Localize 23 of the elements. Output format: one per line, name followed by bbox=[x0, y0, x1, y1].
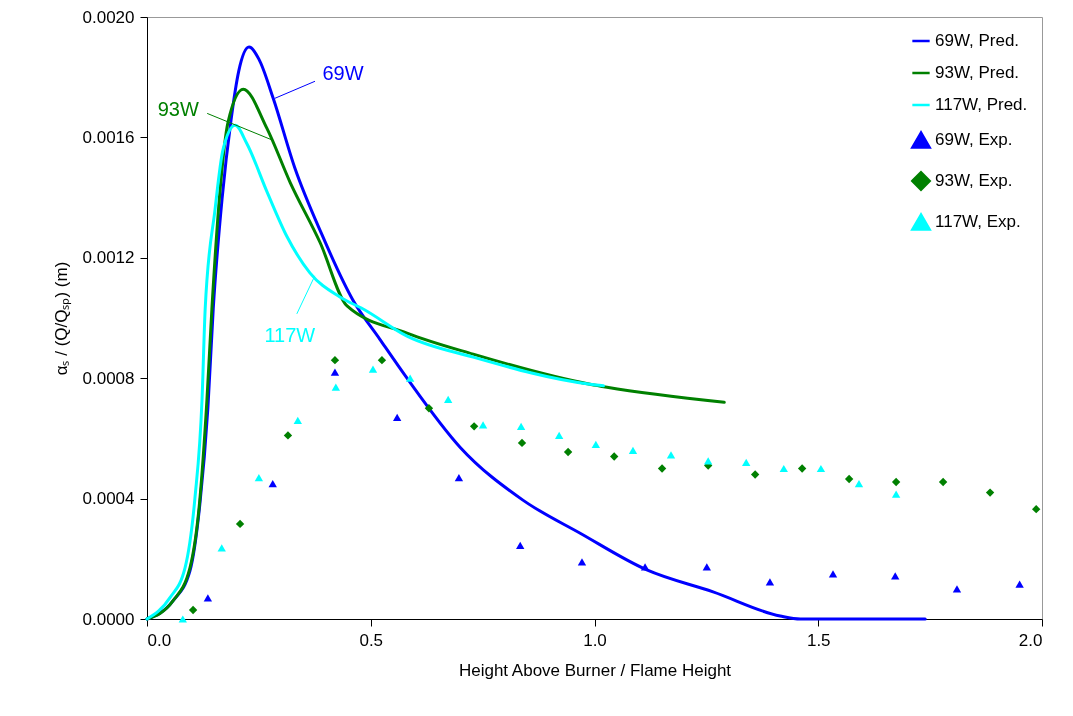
x-axis-title: Height Above Burner / Flame Height bbox=[458, 660, 732, 680]
x-tick-label: 2.0 bbox=[1018, 630, 1043, 650]
annotation: 93W bbox=[157, 98, 199, 121]
legend-label: 93W, Pred. bbox=[935, 63, 1020, 82]
y-tick-label: 0.0004 bbox=[82, 489, 135, 509]
y-tick-label: 0.0020 bbox=[82, 7, 135, 27]
line-series bbox=[145, 123, 605, 621]
legend-label: 93W, Exp. bbox=[935, 171, 1013, 190]
y-axis-title: αₛ / (Q/Qₛₚ) (m) bbox=[51, 261, 72, 376]
x-tick-label: 0.5 bbox=[359, 630, 384, 650]
legend-label: 69W, Exp. bbox=[935, 130, 1013, 149]
legend-label: 117W, Pred. bbox=[935, 95, 1028, 114]
annotation: 117W bbox=[264, 323, 316, 346]
y-tick-label: 0.0012 bbox=[82, 248, 135, 268]
annotation: 69W bbox=[322, 62, 364, 85]
x-tick-label: 1.5 bbox=[806, 630, 831, 650]
legend-label: 117W, Exp. bbox=[935, 212, 1021, 231]
x-tick-label: 0.0 bbox=[147, 630, 172, 650]
y-tick-label: 0.0008 bbox=[82, 368, 135, 388]
legend-label: 69W, Pred. bbox=[935, 31, 1020, 50]
y-tick-label: 0.0000 bbox=[82, 609, 135, 629]
y-tick-label: 0.0016 bbox=[82, 127, 135, 147]
x-tick-label: 1.0 bbox=[583, 630, 607, 650]
